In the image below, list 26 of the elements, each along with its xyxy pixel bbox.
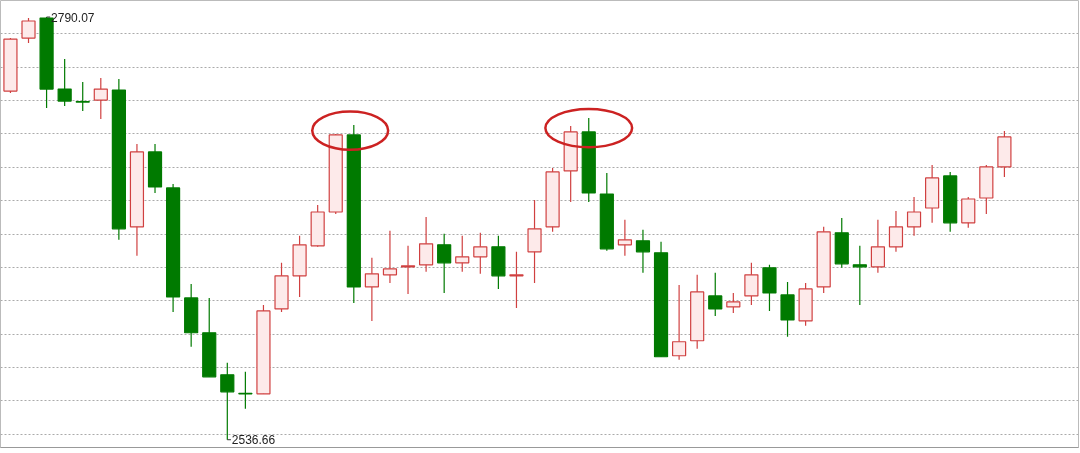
candlestick	[57, 58, 72, 107]
candlestick	[852, 245, 867, 306]
candlestick	[382, 230, 398, 284]
candlestick	[437, 233, 452, 294]
candlestick	[473, 232, 488, 275]
candlestick	[870, 219, 886, 274]
candlestick	[961, 196, 976, 229]
candlestick	[509, 251, 524, 309]
candlestick	[617, 219, 632, 257]
candlestick	[888, 210, 904, 253]
annotation: 2790.07	[51, 10, 95, 25]
candlestick	[726, 292, 741, 314]
candlestick	[672, 284, 687, 361]
candlestick	[400, 245, 416, 295]
annotation: 2536.66	[231, 433, 276, 448]
candlestick	[364, 257, 379, 322]
candlestick	[21, 17, 36, 44]
candlestick	[418, 216, 434, 273]
candlestick	[635, 229, 651, 274]
candlestick	[744, 262, 759, 306]
candlestick	[455, 235, 470, 273]
candlestick	[75, 81, 90, 112]
candlestick	[93, 77, 108, 120]
candlestick	[906, 196, 922, 237]
candlestick	[708, 272, 723, 317]
candlestick	[527, 199, 542, 284]
